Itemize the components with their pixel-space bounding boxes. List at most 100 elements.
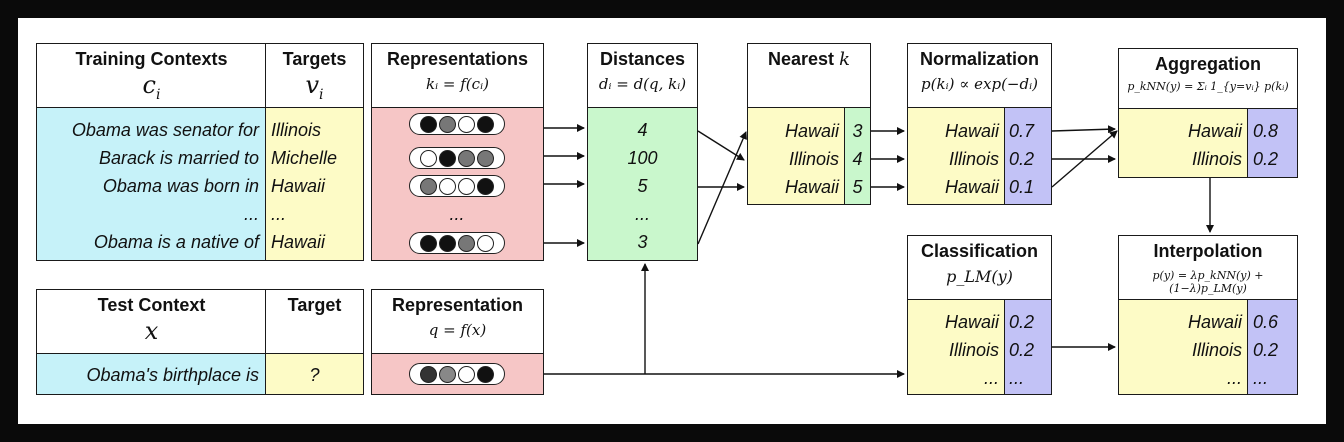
classification-probs: [1004, 299, 1052, 395]
normalization-prob: 0.1: [1009, 177, 1035, 197]
vector-dot: [439, 115, 456, 133]
representations-header: Representations kᵢ = f(cᵢ): [371, 43, 544, 109]
classification-prob: 0.2: [1009, 340, 1035, 360]
distance-value: ...: [634, 204, 650, 224]
training-contexts-title: Training Contexts: [75, 49, 228, 69]
training-context-row: Barack is married to: [98, 148, 259, 168]
classification-word: Illinois: [948, 340, 999, 360]
nearest-word: Illinois: [788, 149, 839, 169]
vector-dot: [458, 234, 475, 252]
key-vector-pill: [409, 175, 505, 197]
interpolation-prob: 0.6: [1253, 312, 1279, 332]
training-contexts-header: Training Contexts ci: [36, 43, 267, 109]
normalization-prob: 0.7: [1009, 121, 1035, 141]
interpolation-prob: 0.2: [1253, 340, 1279, 360]
targets-symbol: vi: [305, 71, 324, 103]
distances-title: Distances: [599, 49, 686, 69]
arrow-norm-to-agg: [1051, 130, 1118, 188]
normalization-word: Hawaii: [944, 177, 999, 197]
distance-value: 4: [637, 120, 648, 140]
target-row: Illinois: [271, 120, 322, 140]
target-row: ?: [309, 365, 320, 385]
arrow-dist-to-nearest: [697, 130, 745, 161]
aggregation-header: Aggregation p_kNN(y) = Σᵢ 1_{y=vᵢ} p(kᵢ): [1118, 48, 1298, 110]
distances-formula: dᵢ = d(q, kᵢ): [598, 75, 687, 93]
representation-formula: q = f(x): [428, 321, 487, 339]
normalization-words: [907, 107, 1006, 205]
vector-dot: [477, 365, 494, 383]
distance-value: 3: [637, 232, 648, 252]
representations-ellipsis: ...: [449, 204, 465, 224]
vector-dot: [439, 149, 456, 167]
distance-value: 100: [627, 148, 658, 168]
distances-header: Distances dᵢ = d(q, kᵢ): [587, 43, 698, 109]
normalization-word: Illinois: [948, 149, 999, 169]
test-context-title: Test Context: [97, 295, 206, 315]
nearest-k-words: [747, 107, 846, 205]
interpolation-words: [1118, 299, 1249, 395]
aggregation-probs: [1247, 108, 1298, 178]
test-context-row: Obama's birthplace is: [86, 365, 259, 385]
vector-dot: [458, 149, 475, 167]
knn-lm-diagram: Training Contexts ci Targets vi Obama wa…: [18, 18, 1326, 424]
interpolation-formula: p(y) = λp_kNN(y) + (1−λ)p_LM(y): [1152, 269, 1264, 295]
aggregation-words: [1118, 108, 1249, 178]
nearest-distance: 3: [852, 121, 863, 141]
vector-dot: [477, 115, 494, 133]
vector-dot: [458, 177, 475, 195]
representations-title: Representations: [386, 49, 529, 69]
vector-dot: [420, 234, 437, 252]
target-title: Target: [287, 295, 342, 315]
aggregation-prob: 0.2: [1253, 149, 1279, 169]
aggregation-formula: p_kNN(y) = Σᵢ 1_{y=vᵢ} p(kᵢ): [1127, 80, 1289, 93]
vector-dot: [439, 234, 456, 252]
vector-dot: [439, 177, 456, 195]
aggregation-word: Hawaii: [1187, 121, 1242, 141]
interpolation-probs: [1247, 299, 1298, 395]
vector-dot: [439, 365, 456, 383]
nearest-k-header: Nearest k: [747, 43, 871, 109]
classification-word: ...: [983, 368, 999, 388]
target-row: ...: [271, 204, 287, 224]
nearest-word: Hawaii: [784, 121, 839, 141]
key-vector-pill: [409, 147, 505, 169]
target-row: Hawaii: [271, 176, 326, 196]
test-context-symbol: x: [144, 317, 159, 345]
nearest-distance: 4: [852, 149, 863, 169]
training-context-row: ...: [243, 204, 259, 224]
classification-header: Classification p_LM(y): [907, 235, 1052, 301]
training-context-row: Obama was senator for: [71, 120, 259, 140]
target-header: Target: [265, 289, 364, 355]
interpolation-prob: ...: [1253, 368, 1269, 388]
classification-prob: ...: [1009, 368, 1025, 388]
target-row: Hawaii: [271, 232, 326, 252]
training-context-row: Obama was born in: [102, 176, 259, 196]
vector-dot: [477, 234, 494, 252]
normalization-word: Hawaii: [944, 121, 999, 141]
key-vector-pill: [409, 232, 505, 254]
arrow-norm-to-agg: [1051, 125, 1116, 134]
normalization-prob: 0.2: [1009, 149, 1035, 169]
distance-value: 5: [637, 176, 648, 196]
classification-word: Hawaii: [944, 312, 999, 332]
query-vector-pill: [409, 363, 505, 385]
vector-dot: [477, 149, 494, 167]
vector-dot: [420, 177, 437, 195]
test-context-body: [36, 353, 267, 395]
vector-dot: [420, 149, 437, 167]
arrow-dist-to-nearest: [697, 131, 747, 245]
interpolation-title: Interpolation: [1153, 241, 1263, 261]
training-contexts-symbol: ci: [142, 71, 161, 103]
vector-dot: [420, 365, 437, 383]
classification-prob: 0.2: [1009, 312, 1035, 332]
classification-title: Classification: [920, 241, 1039, 261]
nearest-distance: 5: [852, 177, 863, 197]
targets-body: [265, 107, 364, 261]
normalization-header: Normalization p(kᵢ) ∝ exp(−dᵢ): [907, 43, 1052, 109]
vector-dot: [458, 365, 475, 383]
normalization-formula: p(kᵢ) ∝ exp(−dᵢ): [921, 75, 1038, 93]
training-context-row: Obama is a native of: [93, 232, 259, 252]
nearest-k-distances: [844, 107, 871, 205]
representation-header: Representation q = f(x): [371, 289, 544, 355]
nearest-k-title: Nearest k: [768, 49, 850, 70]
